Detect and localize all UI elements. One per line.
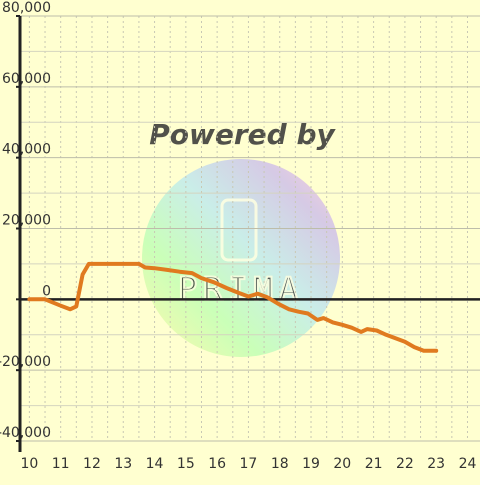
tick-labels: 10 11 12 13 14 15 16 17 18 19 20 21 22 23 24 -40,000 -20…: [0, 0, 476, 472]
watermark-text: Powered by: [149, 118, 336, 151]
x-tick-label: 12: [83, 456, 101, 472]
watermark-circle: [142, 159, 340, 357]
x-tick-label: 16: [208, 456, 226, 472]
y-tick-label: 0: [42, 283, 51, 299]
y-tick-label: 40,000: [2, 142, 51, 158]
x-tick-label: 18: [271, 456, 289, 472]
grid: [20, 15, 480, 442]
y-tick-label: -40,000: [0, 425, 51, 441]
y-tick-label: 20,000: [2, 213, 51, 229]
phone-icon: [220, 198, 258, 262]
x-tick-label: 14: [146, 456, 164, 472]
x-tick-label: 13: [114, 456, 132, 472]
x-tick-label: 15: [177, 456, 195, 472]
x-tick-label: 17: [240, 456, 258, 472]
axes: [16, 15, 480, 452]
x-tick-label: 20: [333, 456, 351, 472]
x-tick-label: 19: [302, 456, 320, 472]
watermark: Powered by PRIMA: [142, 118, 340, 357]
y-tick-label: 60,000: [2, 71, 51, 87]
x-tick-label: 11: [52, 456, 70, 472]
x-tick-label: 24: [459, 456, 477, 472]
y-tick-label: -20,000: [0, 354, 51, 370]
series: [27, 261, 439, 353]
x-tick-label: 23: [427, 456, 445, 472]
y-tick-label: 80,000: [2, 0, 51, 16]
x-tick-label: 21: [365, 456, 383, 472]
series-line: [27, 261, 439, 353]
x-tick-label: 10: [20, 456, 38, 472]
x-tick-label: 22: [396, 456, 414, 472]
